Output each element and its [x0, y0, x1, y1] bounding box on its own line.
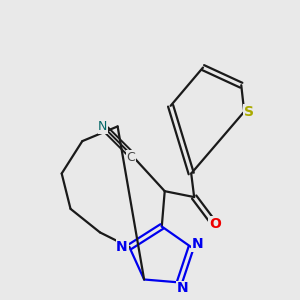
Text: N: N [98, 120, 108, 133]
Text: O: O [209, 217, 221, 231]
Text: N: N [116, 240, 128, 254]
Text: N: N [191, 237, 203, 251]
Text: S: S [244, 105, 254, 119]
Text: C: C [127, 151, 135, 164]
Text: N: N [177, 281, 188, 295]
